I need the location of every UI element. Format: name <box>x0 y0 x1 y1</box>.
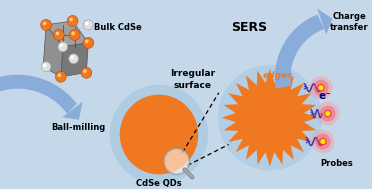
Text: Irregular
surface: Irregular surface <box>170 69 215 90</box>
Circle shape <box>164 149 189 174</box>
Circle shape <box>324 110 332 118</box>
Circle shape <box>85 22 89 25</box>
Circle shape <box>85 40 89 43</box>
Circle shape <box>316 102 340 125</box>
Circle shape <box>326 111 330 116</box>
Circle shape <box>71 32 75 35</box>
Polygon shape <box>61 43 88 77</box>
Polygon shape <box>317 8 332 35</box>
Circle shape <box>58 42 68 52</box>
Circle shape <box>56 32 59 35</box>
Circle shape <box>41 19 52 30</box>
Circle shape <box>70 56 74 59</box>
Circle shape <box>317 84 325 92</box>
Circle shape <box>43 64 46 67</box>
Polygon shape <box>275 15 324 88</box>
Circle shape <box>218 65 322 170</box>
Circle shape <box>67 15 78 26</box>
Circle shape <box>81 67 92 78</box>
Circle shape <box>309 76 333 100</box>
Circle shape <box>41 62 51 72</box>
Polygon shape <box>222 69 318 167</box>
Circle shape <box>83 37 94 48</box>
Circle shape <box>320 106 336 122</box>
Circle shape <box>69 54 78 64</box>
Circle shape <box>83 70 87 73</box>
Circle shape <box>70 18 73 21</box>
Circle shape <box>69 29 80 40</box>
Circle shape <box>319 138 327 146</box>
Polygon shape <box>46 21 88 47</box>
Text: CdSe QDs: CdSe QDs <box>136 179 182 188</box>
Polygon shape <box>43 25 63 77</box>
Circle shape <box>55 71 66 82</box>
Circle shape <box>83 20 93 30</box>
Text: Probes: Probes <box>320 159 353 168</box>
Text: e⁻: e⁻ <box>318 91 331 101</box>
Polygon shape <box>0 75 77 114</box>
Circle shape <box>320 139 326 144</box>
Text: Charge
transfer: Charge transfer <box>330 12 369 32</box>
Circle shape <box>58 74 61 77</box>
Circle shape <box>110 85 208 184</box>
Circle shape <box>318 85 323 90</box>
Polygon shape <box>62 102 83 120</box>
Circle shape <box>311 129 335 153</box>
Text: Bulk CdSe: Bulk CdSe <box>94 23 142 32</box>
Circle shape <box>120 95 198 174</box>
Text: Ball-milling: Ball-milling <box>51 123 105 132</box>
Circle shape <box>43 22 46 25</box>
Text: SERS: SERS <box>231 21 267 34</box>
Circle shape <box>315 134 331 149</box>
Circle shape <box>60 43 63 47</box>
Circle shape <box>313 80 329 96</box>
Circle shape <box>54 29 64 40</box>
Text: edges: edges <box>262 71 293 80</box>
